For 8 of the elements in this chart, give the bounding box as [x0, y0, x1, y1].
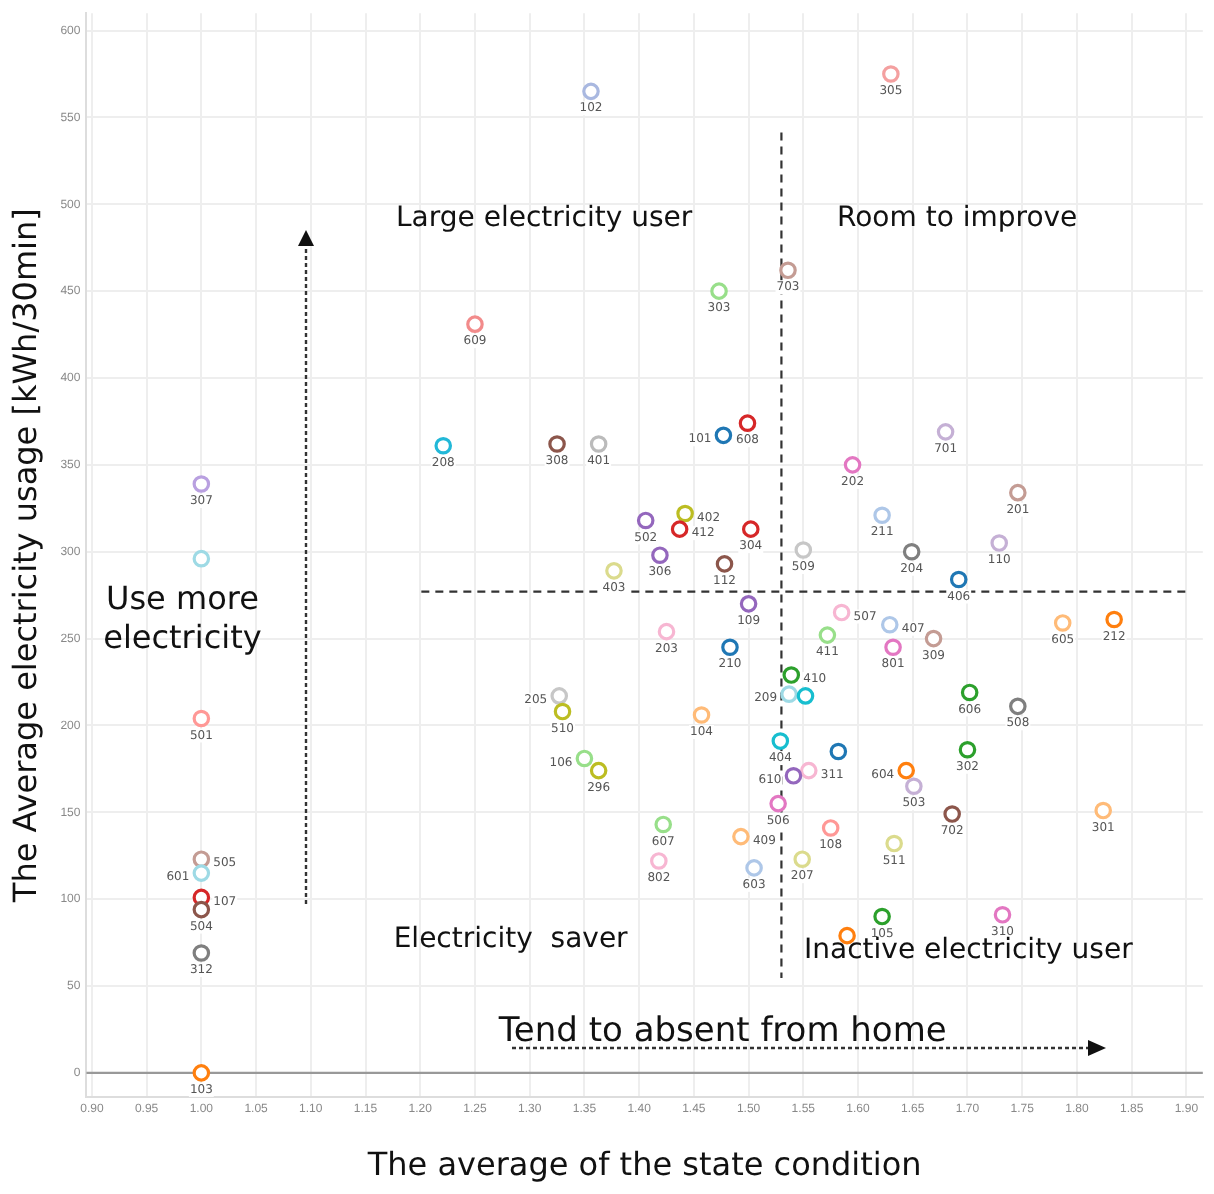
- annotation: Tend to absent from home: [496, 1011, 947, 1051]
- annotation: Large electricity user: [396, 202, 693, 235]
- x-axis-title: The average of the state condition: [365, 1145, 922, 1184]
- annotation: Use more electricity: [103, 579, 262, 656]
- y-axis-title: The Average electricity usage [kWh/30min]: [5, 208, 44, 905]
- annotation: Electricity saver: [393, 923, 629, 956]
- annotation: Room to improve: [837, 202, 1078, 235]
- annotation: Inactive electricity user: [804, 934, 1134, 967]
